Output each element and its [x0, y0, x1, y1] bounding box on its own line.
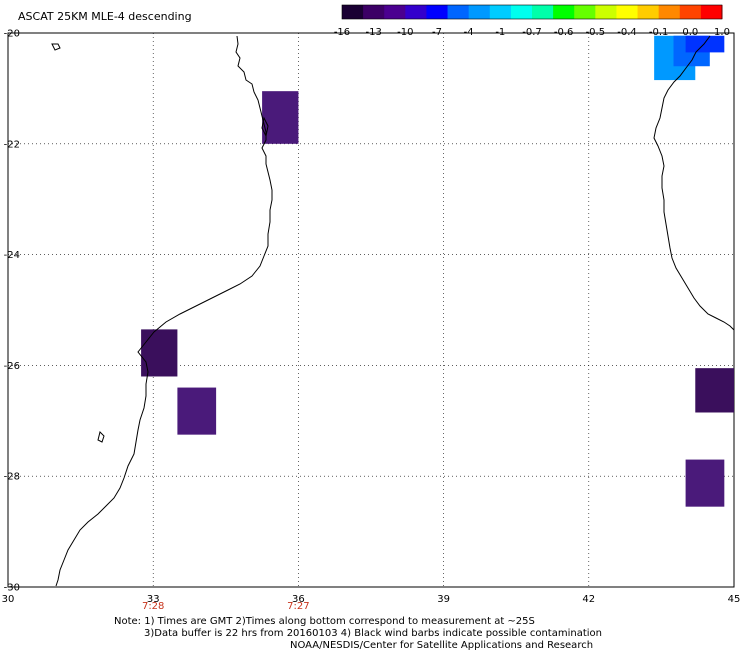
data-cell — [695, 368, 734, 413]
x-tick-label: 33 — [147, 594, 160, 605]
x-axis-ticks: 30 33 36 39 42 45 — [2, 594, 740, 605]
x-tick-label: 42 — [582, 594, 595, 605]
map-frame — [7, 32, 735, 588]
coastline-mozambique — [55, 35, 273, 587]
colorbar-swatch — [553, 5, 575, 19]
note-line-2: 3)Data buffer is 22 hrs from 20160103 4)… — [144, 628, 602, 639]
colorbar-swatch — [426, 5, 449, 19]
x-tick-label: 39 — [437, 594, 450, 605]
time-label: 7:28 — [142, 601, 164, 612]
y-tick-label: -28 — [4, 472, 20, 483]
colorbar-swatch — [468, 5, 491, 19]
colorbar-swatch — [679, 5, 702, 19]
y-tick-label: -26 — [4, 361, 20, 372]
colorbar-swatch — [595, 5, 617, 19]
time-label: 7:27 — [287, 601, 309, 612]
colorbar-swatch — [447, 5, 470, 19]
x-tick-label: 36 — [292, 594, 305, 605]
map-grid — [7, 32, 735, 588]
colorbar-swatch — [342, 5, 364, 19]
colorbar-frame — [341, 4, 723, 20]
data-cell — [177, 387, 217, 435]
map-title: ASCAT 25KM MLE-4 descending — [18, 10, 192, 23]
colorbar-swatch — [405, 5, 427, 19]
colorbar-swatch — [510, 5, 533, 19]
data-cell — [262, 91, 299, 144]
data-cell — [141, 329, 178, 377]
note-line-1: Note: 1) Times are GMT 2)Times along bot… — [114, 616, 535, 627]
colorbar-swatch — [574, 5, 596, 19]
y-tick-label: -20 — [4, 29, 20, 40]
x-tick-label: 30 — [2, 594, 15, 605]
colorbar — [341, 4, 723, 20]
coastal-island — [261, 116, 269, 138]
colorbar-swatch — [658, 5, 681, 19]
colorbar-swatch — [384, 5, 406, 19]
data-cell — [685, 459, 725, 507]
colorbar-swatch — [363, 5, 385, 19]
data-cells — [141, 35, 734, 507]
colorbar-swatch — [616, 5, 639, 19]
y-tick-label: -22 — [4, 139, 20, 150]
y-axis-ticks: -20 -22 -24 -26 -28 -30 — [4, 29, 20, 594]
data-cell — [685, 35, 725, 53]
colorbar-swatch — [700, 5, 723, 19]
y-tick-label: -24 — [4, 250, 20, 261]
time-labels: 7:28 7:27 — [142, 601, 310, 612]
x-tick-label: 45 — [728, 594, 740, 605]
note-line-3: NOAA/NESDIS/Center for Satellite Applica… — [290, 640, 593, 650]
colorbar-swatch — [637, 5, 660, 19]
island-outline — [51, 43, 61, 51]
colorbar-swatch — [532, 5, 554, 19]
colorbar-swatch — [489, 5, 512, 19]
lake-inland — [97, 431, 105, 443]
coastline-madagascar — [653, 35, 735, 331]
y-tick-label: -30 — [4, 583, 20, 594]
